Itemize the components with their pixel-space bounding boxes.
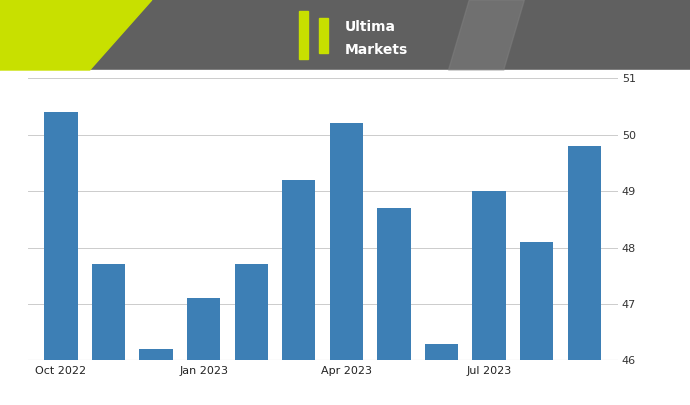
Bar (330, 123, 363, 360)
Bar (139, 349, 172, 360)
Polygon shape (448, 0, 524, 70)
Text: Ultima: Ultima (345, 19, 396, 34)
Bar (282, 180, 315, 360)
Bar (44, 112, 77, 360)
Bar (319, 17, 328, 53)
Text: Markets: Markets (345, 43, 408, 58)
Bar (473, 191, 506, 360)
Bar (425, 343, 458, 360)
Bar (299, 11, 308, 59)
Polygon shape (0, 0, 152, 70)
Bar (520, 242, 553, 360)
Bar (235, 264, 268, 360)
Bar (187, 298, 220, 360)
Bar (92, 264, 125, 360)
Bar (377, 208, 411, 360)
Bar (568, 146, 601, 360)
